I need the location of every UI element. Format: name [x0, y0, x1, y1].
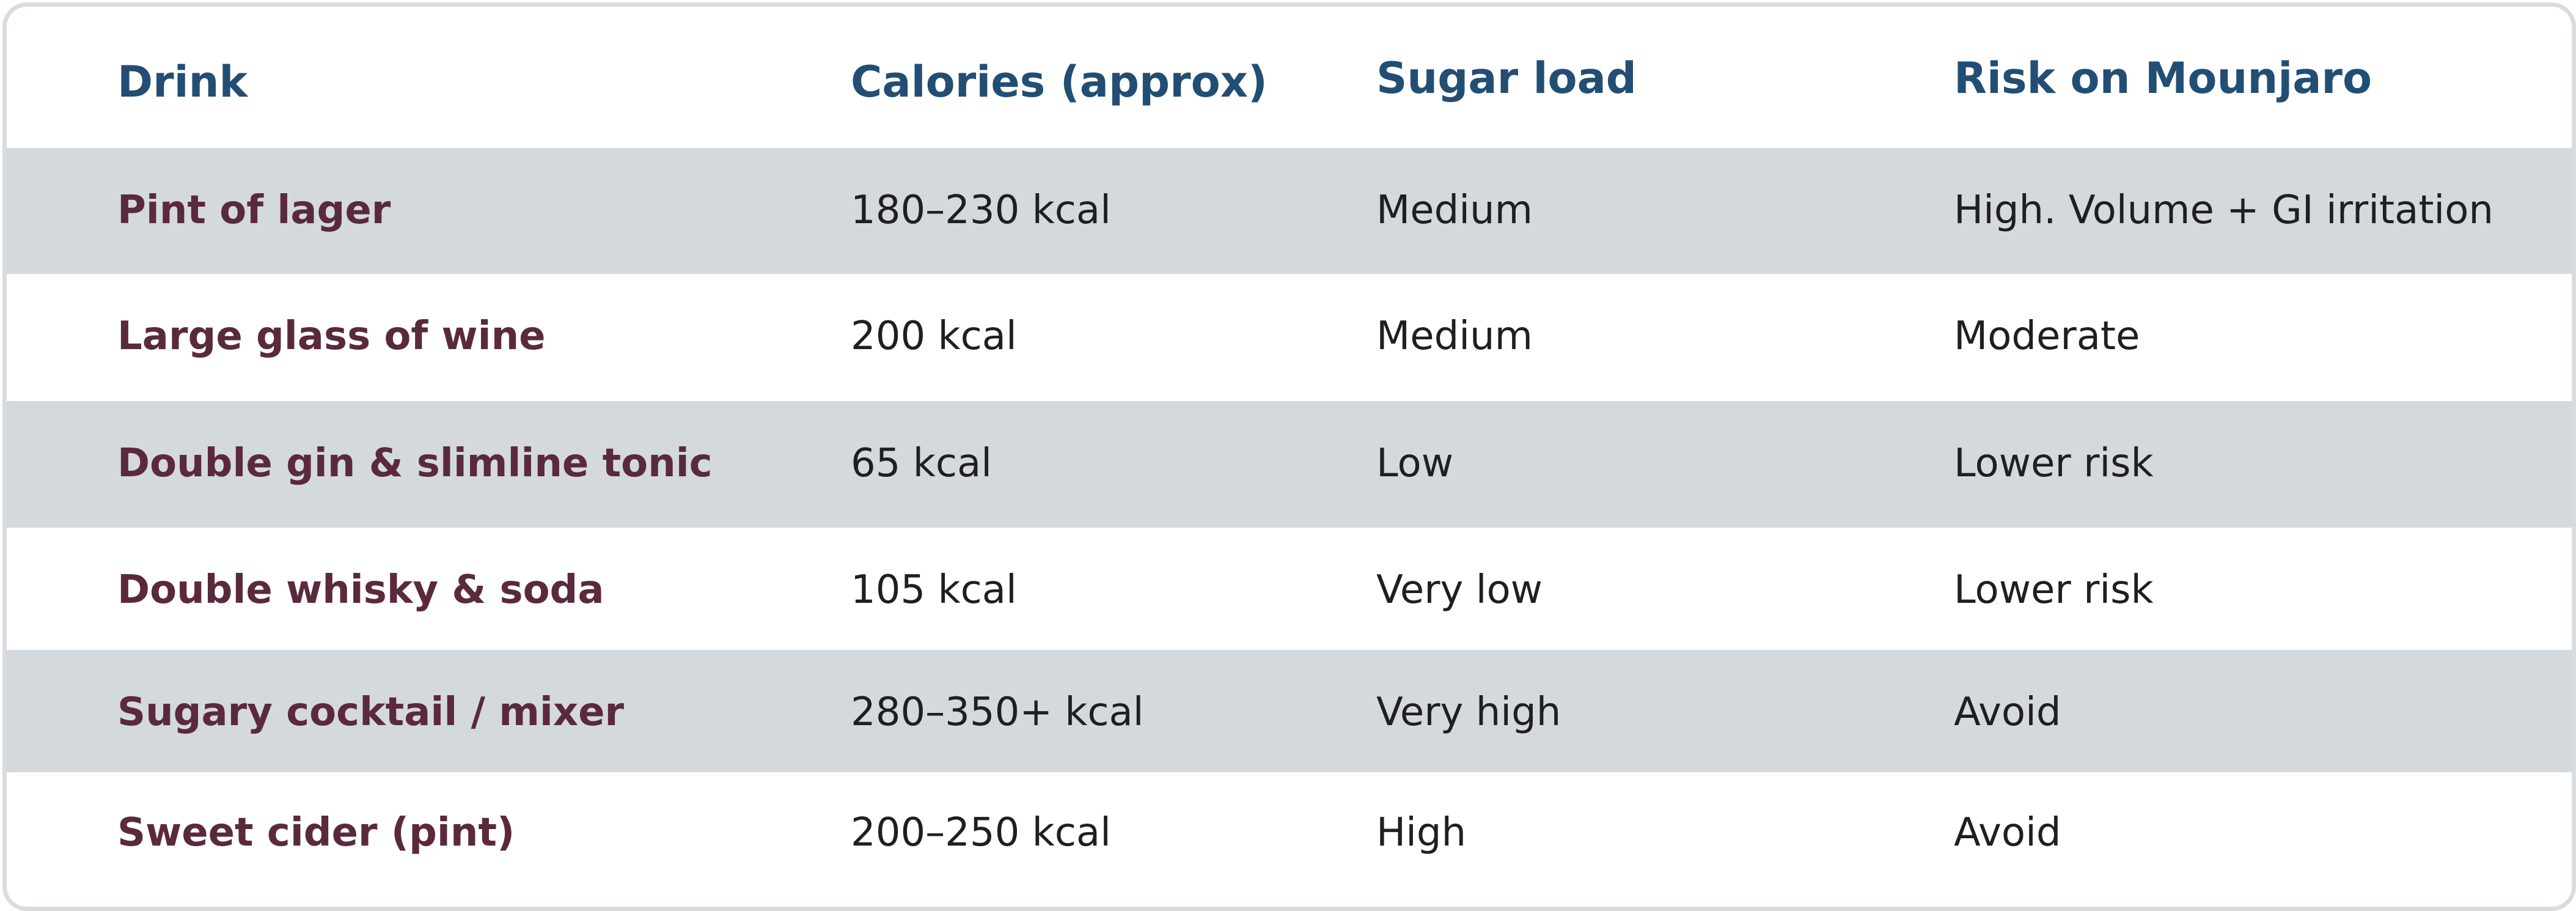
table-row: Double gin & slimline tonic 65 kcal Low … — [7, 401, 2572, 528]
sugar-load-value: Very high — [1376, 690, 1561, 735]
table-row: Sweet cider (pint) 200–250 kcal High Avo… — [7, 772, 2572, 907]
calories-value: 200 kcal — [851, 314, 1017, 359]
drink-name: Large glass of wine — [117, 314, 546, 359]
sugar-load-value: Medium — [1376, 188, 1533, 233]
risk-value: Avoid — [1954, 690, 2061, 735]
drink-name: Double whisky & soda — [117, 567, 604, 613]
calories-value: 200–250 kcal — [851, 810, 1111, 855]
sugar-load-value: Very low — [1376, 567, 1543, 613]
table-header-row: Drink Calories (approx) Sugar load Risk … — [7, 7, 2572, 148]
table-row: Pint of lager 180–230 kcal Medium High. … — [7, 148, 2572, 274]
header-risk: Risk on Mounjaro — [1954, 53, 2372, 103]
drink-name: Pint of lager — [117, 188, 391, 233]
header-sugar-load: Sugar load — [1376, 53, 1637, 103]
risk-value: High. Volume + GI irritation — [1954, 188, 2493, 233]
drink-name: Double gin & slimline tonic — [117, 441, 713, 486]
risk-value: Avoid — [1954, 810, 2061, 855]
table-row: Double whisky & soda 105 kcal Very low L… — [7, 528, 2572, 650]
table-row: Sugary cocktail / mixer 280–350+ kcal Ve… — [7, 650, 2572, 772]
risk-value: Moderate — [1954, 314, 2140, 359]
calories-value: 280–350+ kcal — [851, 690, 1144, 735]
calories-value: 65 kcal — [851, 441, 993, 486]
drink-name: Sugary cocktail / mixer — [117, 690, 625, 735]
calories-value: 180–230 kcal — [851, 188, 1111, 233]
sugar-load-value: Medium — [1376, 314, 1533, 359]
sugar-load-value: Low — [1376, 441, 1454, 486]
header-calories: Calories (approx) — [851, 57, 1268, 107]
table-row: Large glass of wine 200 kcal Medium Mode… — [7, 274, 2572, 401]
drink-name: Sweet cider (pint) — [117, 810, 515, 855]
calories-value: 105 kcal — [851, 567, 1017, 613]
risk-value: Lower risk — [1954, 441, 2154, 486]
sugar-load-value: High — [1376, 810, 1467, 855]
risk-value: Lower risk — [1954, 567, 2154, 613]
header-drink: Drink — [117, 57, 248, 107]
